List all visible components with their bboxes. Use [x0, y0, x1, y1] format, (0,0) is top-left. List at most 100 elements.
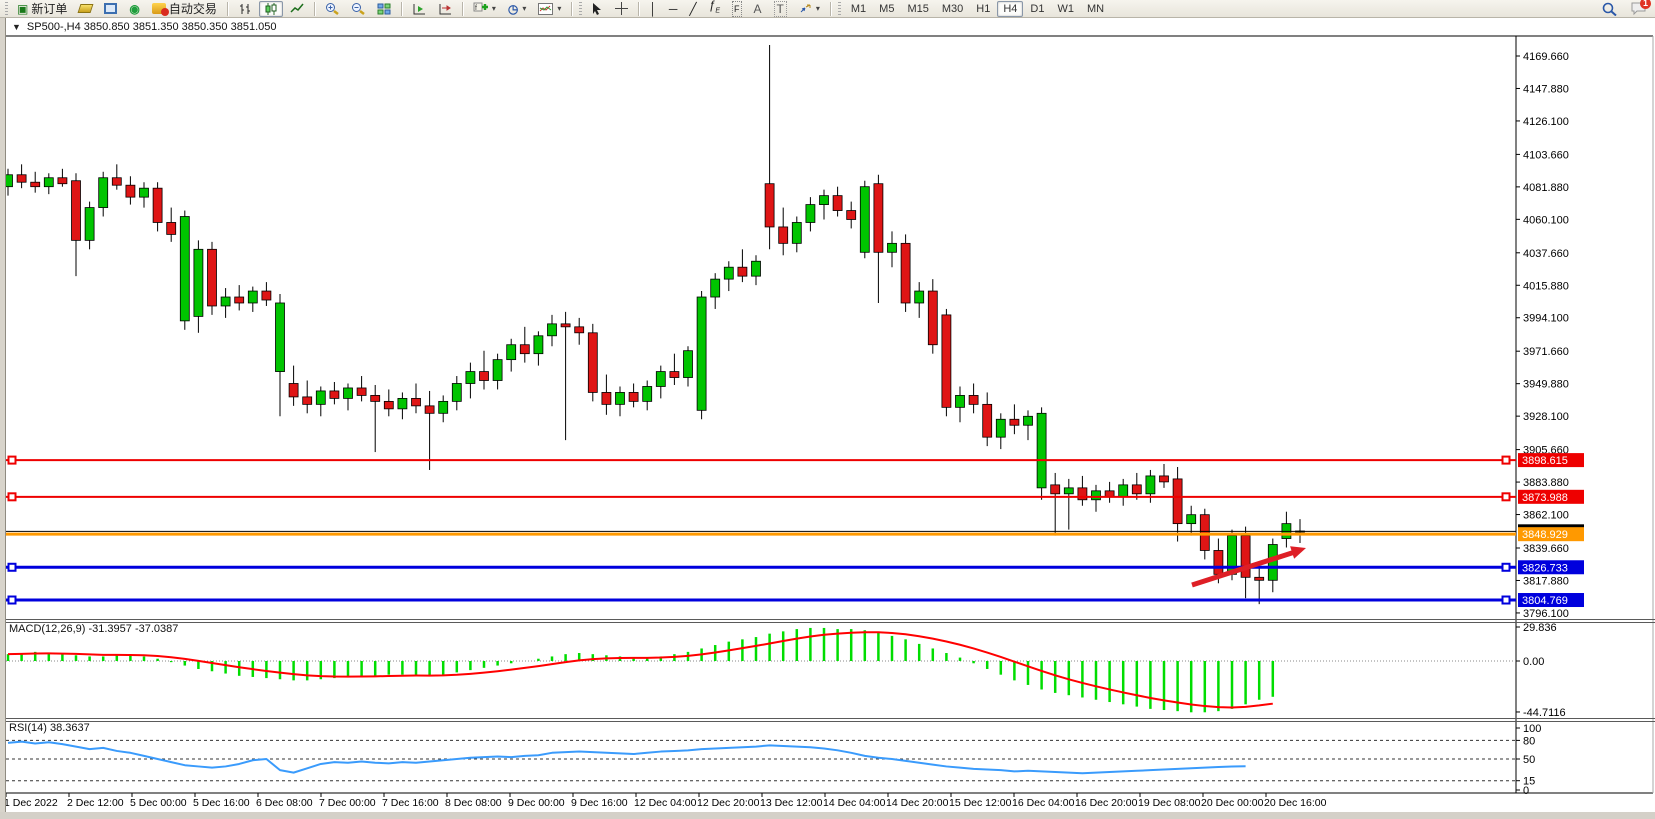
crosshair-tool-button[interactable]	[610, 1, 633, 17]
indicators-icon: f	[473, 2, 488, 12]
svg-text:-44.7116: -44.7116	[1523, 707, 1566, 719]
fibonacci-tool-button[interactable]: ƒE	[704, 0, 725, 17]
fibonacci-icon: ƒE	[708, 0, 720, 15]
text-label-tool-button[interactable]: T	[769, 0, 792, 17]
svg-text:3826.733: 3826.733	[1522, 562, 1568, 574]
svg-text:100: 100	[1523, 723, 1541, 735]
svg-text:20 Dec 00:00: 20 Dec 00:00	[1201, 797, 1264, 809]
periods-button[interactable]: ◷ ▾	[503, 1, 532, 17]
tile-windows-button[interactable]	[372, 1, 396, 17]
notifications-button[interactable]: 1	[1624, 0, 1652, 17]
svg-text:3796.100: 3796.100	[1523, 608, 1569, 620]
gold-bars-button[interactable]	[74, 1, 97, 17]
cursor-tool-button[interactable]	[586, 1, 608, 17]
chart-title: SP500-,H4 3850.850 3851.350 3850.350 385…	[26, 21, 277, 33]
crosshair-icon	[615, 2, 629, 15]
text-tool-button[interactable]: A	[749, 1, 767, 17]
trendline-tool-button[interactable]: ╱	[684, 1, 701, 17]
new-order-button[interactable]: ▣ 新订单	[12, 1, 72, 17]
svg-text:4081.880: 4081.880	[1523, 182, 1569, 194]
chart-shift-button[interactable]	[407, 1, 431, 17]
svg-text:3971.660: 3971.660	[1523, 346, 1569, 358]
svg-text:50: 50	[1523, 754, 1535, 766]
window-left-border	[0, 18, 6, 812]
svg-text:3804.769: 3804.769	[1522, 595, 1568, 607]
separator	[226, 1, 228, 16]
new-order-label: 新订单	[31, 2, 68, 16]
indicators-button[interactable]: f ▾	[468, 1, 501, 17]
rsi-line	[7, 740, 1246, 775]
price-axis: 4169.660 4147.880 4126.100 4103.660 4081.880…	[1516, 51, 1569, 620]
svg-text:4037.660: 4037.660	[1523, 248, 1569, 260]
chart-title-bar: ▼ SP500-,H4 3850.850 3851.350 3850.350 3…	[6, 19, 1516, 35]
svg-text:3839.660: 3839.660	[1523, 543, 1569, 555]
timeframe-mn-button[interactable]: MN	[1086, 2, 1105, 15]
autotrading-button[interactable]: 自动交易	[147, 1, 222, 17]
toolbar-grip	[5, 1, 8, 16]
svg-text:f: f	[475, 5, 477, 12]
terminal-button[interactable]	[99, 1, 122, 17]
svg-text:4060.100: 4060.100	[1523, 214, 1569, 226]
search-icon	[1602, 2, 1617, 16]
svg-text:3848.929: 3848.929	[1522, 529, 1568, 541]
separator	[571, 1, 573, 16]
timeframe-m15-button[interactable]: M15	[907, 2, 929, 15]
svg-text:0: 0	[1523, 785, 1529, 797]
separator	[313, 1, 315, 16]
vertical-line-tool-button[interactable]: │	[644, 1, 662, 17]
svg-text:3928.100: 3928.100	[1523, 411, 1569, 423]
bar-chart-mode-button[interactable]	[233, 1, 257, 17]
separator	[829, 1, 831, 16]
chart-frame	[0, 35, 1655, 794]
svg-text:14 Dec 20:00: 14 Dec 20:00	[886, 797, 949, 809]
auto-scroll-button[interactable]	[433, 1, 457, 17]
signals-icon: ◉	[129, 1, 140, 16]
timeframe-m30-button[interactable]: M30	[941, 2, 964, 15]
svg-text:7 Dec 16:00: 7 Dec 16:00	[382, 797, 439, 809]
toolbar-grip	[837, 1, 841, 16]
bar-chart-icon	[239, 3, 250, 14]
vertical-line-icon: │	[649, 1, 657, 16]
svg-text:12 Dec 20:00: 12 Dec 20:00	[697, 797, 760, 809]
status-strip	[0, 812, 1655, 819]
chart-dropdown-icon[interactable]: ▼	[12, 22, 21, 32]
svg-text:4103.660: 4103.660	[1523, 149, 1569, 161]
svg-text:4169.660: 4169.660	[1523, 51, 1569, 63]
svg-text:15 Dec 12:00: 15 Dec 12:00	[949, 797, 1012, 809]
timeframe-m1-button[interactable]: M1	[850, 2, 867, 15]
svg-text:8 Dec 08:00: 8 Dec 08:00	[445, 797, 502, 809]
arrows-tool-button[interactable]: ▾	[794, 1, 825, 17]
trend-arrow-annotation[interactable]	[1191, 546, 1306, 588]
cursor-icon	[593, 3, 602, 15]
time-axis: 1 Dec 2022 2 Dec 12:00 5 Dec 00:00 5 Dec 16…	[4, 793, 1327, 809]
svg-text:3862.100: 3862.100	[1523, 510, 1569, 522]
timeframe-h1-button[interactable]: H1	[976, 2, 991, 15]
autotrading-label: 自动交易	[168, 2, 217, 16]
trendline-icon: ╱	[689, 1, 697, 16]
dropdown-arrow-icon: ▾	[557, 4, 562, 13]
timeframe-d1-button[interactable]: D1	[1030, 2, 1045, 15]
separator	[638, 1, 640, 16]
svg-text:80: 80	[1523, 735, 1535, 747]
signals-button[interactable]: ◉	[124, 1, 144, 17]
macd-indicator-label: MACD(12,26,9) -31.3957 -37.0387	[9, 623, 179, 635]
candlestick-mode-button[interactable]	[258, 0, 283, 17]
shapes-icon	[800, 4, 811, 12]
svg-text:19 Dec 08:00: 19 Dec 08:00	[1138, 797, 1201, 809]
zoom-out-button[interactable]	[346, 1, 370, 17]
horizontal-line-objects[interactable]: 3898.615 3873.988 3848.929 3826.733 3804.769	[6, 453, 1584, 608]
search-button[interactable]	[1597, 1, 1622, 17]
timeframe-w1-button[interactable]: W1	[1057, 2, 1074, 15]
zoom-in-button[interactable]	[320, 1, 344, 17]
timeframe-m5-button[interactable]: M5	[879, 2, 895, 15]
dropdown-arrow-icon: ▾	[815, 4, 820, 13]
line-chart-mode-button[interactable]	[285, 1, 309, 17]
channel-tool-button[interactable]: F	[727, 0, 747, 17]
candlesticks	[3, 45, 1305, 605]
timeframe-h4-button[interactable]: H4	[997, 0, 1024, 17]
horizontal-line-tool-button[interactable]: ─	[664, 1, 683, 17]
macd-signal-line	[7, 631, 1273, 709]
separator	[461, 1, 463, 16]
templates-button[interactable]: ▾	[533, 1, 566, 17]
